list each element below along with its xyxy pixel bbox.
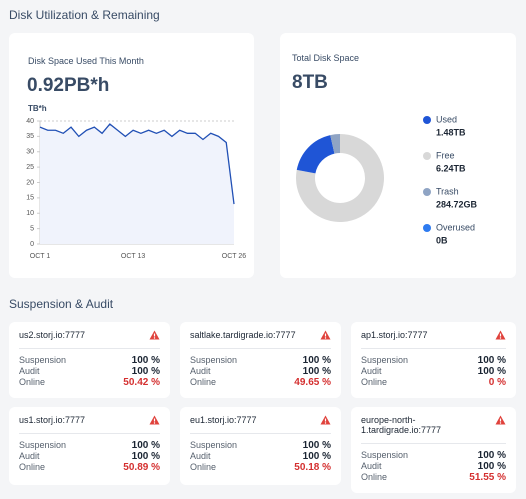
metric-row: Suspension 100 % xyxy=(19,355,160,366)
metric-value: 100 % xyxy=(477,450,506,461)
metric-value: 50.89 % xyxy=(123,462,160,473)
metric-label: Suspension xyxy=(361,450,409,460)
node-card: eu1.storj.io:7777 Suspension 100 % Audit 100… xyxy=(180,407,341,485)
section-title: Disk Utilization & Remaining xyxy=(9,8,160,22)
metric-label: Audit xyxy=(19,451,40,461)
warning-icon xyxy=(320,415,331,425)
metric-label: Online xyxy=(190,462,217,472)
metric-value: 100 % xyxy=(131,440,160,451)
metric-row: Audit 100 % xyxy=(19,451,160,462)
node-name: ap1.storj.io:7777 xyxy=(361,330,428,340)
node-header: us2.storj.io:7777 xyxy=(19,330,160,349)
node-card: us1.storj.io:7777 Suspension 100 % Audit 100… xyxy=(9,407,170,485)
metric-label: Suspension xyxy=(19,440,67,450)
card xyxy=(9,33,254,278)
metric-label: Online xyxy=(19,377,46,387)
metric-row: Audit 100 % xyxy=(190,451,331,462)
metric-row: Online 50.18 % xyxy=(190,462,331,473)
warning-icon xyxy=(495,330,506,340)
metric-value: 0 % xyxy=(488,377,506,388)
node-header: ap1.storj.io:7777 xyxy=(361,330,506,349)
warning-icon xyxy=(320,330,331,340)
warning-icon xyxy=(495,415,506,425)
metric-value: 100 % xyxy=(131,366,160,377)
metric-row: Audit 100 % xyxy=(19,366,160,377)
node-header: us1.storj.io:7777 xyxy=(19,415,160,434)
node-name: europe-north-1.tardigrade.io:7777 xyxy=(361,415,442,435)
metric-value: 100 % xyxy=(477,461,506,472)
metric-label: Online xyxy=(361,472,388,482)
card-value: 0.92PB*h xyxy=(27,75,110,96)
metric-row: Online 50.42 % xyxy=(19,377,160,388)
section-title: Suspension & Audit xyxy=(9,297,114,311)
metric-row: Suspension 100 % xyxy=(190,440,331,451)
metric-row: Suspension 100 % xyxy=(190,355,331,366)
node-name: eu1.storj.io:7777 xyxy=(190,415,257,425)
node-card: us2.storj.io:7777 Suspension 100 % Audit 100… xyxy=(9,322,170,398)
warning-icon xyxy=(149,330,160,340)
metric-label: Online xyxy=(190,377,217,387)
metric-label: Audit xyxy=(19,366,40,376)
metric-label: Online xyxy=(361,377,388,387)
metric-label: Online xyxy=(19,462,46,472)
metric-row: Audit 100 % xyxy=(361,366,506,377)
metric-value: 51.55 % xyxy=(469,472,506,483)
metric-value: 100 % xyxy=(302,366,331,377)
node-card: saltlake.tardigrade.io:7777 Suspension 100… xyxy=(180,322,341,398)
metric-label: Suspension xyxy=(190,355,238,365)
node-header: europe-north-1.tardigrade.io:7777 xyxy=(361,415,506,444)
metric-label: Audit xyxy=(361,461,382,471)
card-title: Disk Space Used This Month xyxy=(28,56,144,66)
node-header: saltlake.tardigrade.io:7777 xyxy=(190,330,331,349)
card xyxy=(280,33,516,278)
metric-row: Suspension 100 % xyxy=(361,355,506,366)
node-name: us2.storj.io:7777 xyxy=(19,330,86,340)
metric-value: 49.65 % xyxy=(294,377,331,388)
metric-row: Online 51.55 % xyxy=(361,472,506,483)
node-name: us1.storj.io:7777 xyxy=(19,415,86,425)
metric-value: 100 % xyxy=(302,451,331,462)
node-card: ap1.storj.io:7777 Suspension 100 % Audit 100… xyxy=(351,322,516,398)
metric-label: Suspension xyxy=(190,440,238,450)
metric-value: 100 % xyxy=(477,366,506,377)
metric-label: Suspension xyxy=(361,355,409,365)
metric-row: Suspension 100 % xyxy=(361,450,506,461)
metric-row: Suspension 100 % xyxy=(19,440,160,451)
metric-value: 100 % xyxy=(131,355,160,366)
metric-value: 100 % xyxy=(477,355,506,366)
metric-label: Audit xyxy=(190,451,211,461)
metric-row: Audit 100 % xyxy=(190,366,331,377)
warning-icon xyxy=(149,415,160,425)
metric-label: Audit xyxy=(361,366,382,376)
node-header: eu1.storj.io:7777 xyxy=(190,415,331,434)
metric-value: 100 % xyxy=(131,451,160,462)
card-value: 8TB xyxy=(292,72,328,93)
metric-label: Audit xyxy=(190,366,211,376)
metric-row: Online 0 % xyxy=(361,377,506,388)
metric-row: Audit 100 % xyxy=(361,461,506,472)
card-title: Total Disk Space xyxy=(292,53,360,63)
metric-value: 50.18 % xyxy=(294,462,331,473)
node-card: europe-north-1.tardigrade.io:7777 Suspens… xyxy=(351,407,516,493)
metric-value: 50.42 % xyxy=(123,377,160,388)
node-name: saltlake.tardigrade.io:7777 xyxy=(190,330,296,340)
metric-label: Suspension xyxy=(19,355,67,365)
metric-value: 100 % xyxy=(302,440,331,451)
metric-row: Online 50.89 % xyxy=(19,462,160,473)
metric-row: Online 49.65 % xyxy=(190,377,331,388)
metric-value: 100 % xyxy=(302,355,331,366)
